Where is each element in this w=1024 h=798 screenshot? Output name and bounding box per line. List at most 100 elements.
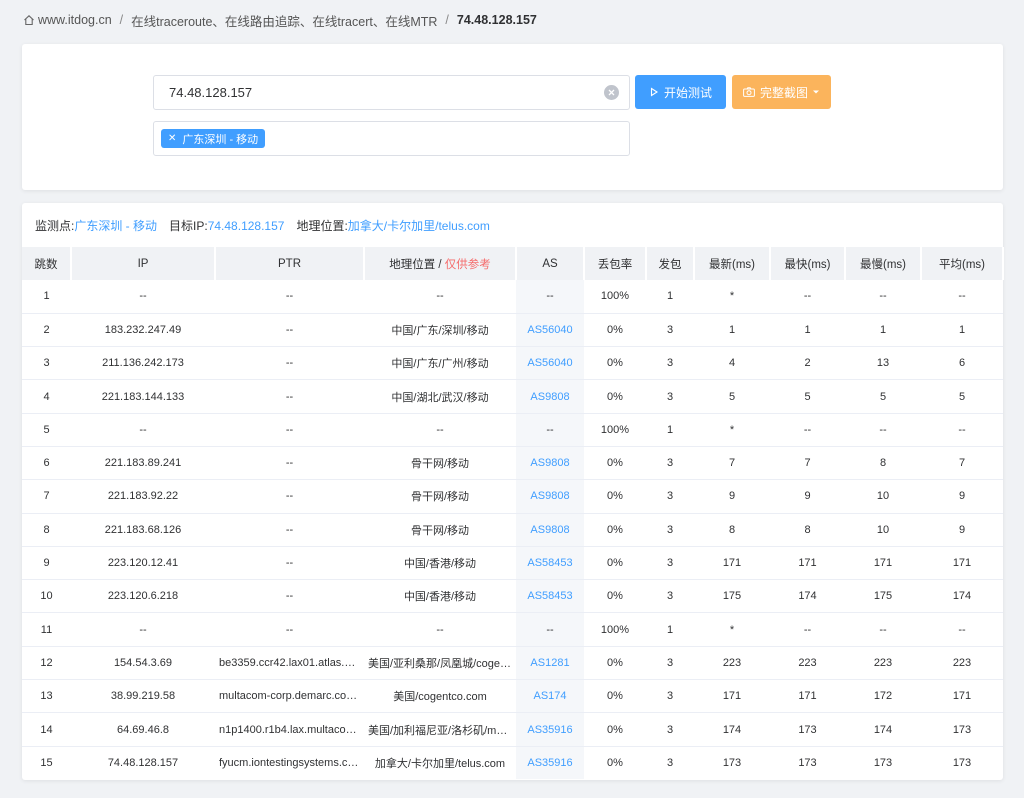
cell-ptr: -- [215,413,364,447]
cell-last: 175 [694,579,770,614]
col-sent: 发包 [646,247,695,280]
cell-ptr: n1p1400.r1b4.lax.multacom.... [215,712,364,747]
col-geo-reference-note: 仅供参考 [444,258,491,271]
as-link[interactable]: AS58453 [527,590,573,603]
as-link[interactable]: AS35916 [527,757,573,770]
cell-avg: 223 [921,646,1003,681]
table-row: 4 221.183.144.133 -- 中国/湖北/武汉/移动 AS9808 0% 3 5 5… [22,379,1003,414]
cell-hop: 3 [22,346,71,381]
cell-last: 171 [694,546,770,581]
as-link[interactable]: AS35916 [527,723,573,736]
home-icon [24,15,34,26]
cell-worst: 8 [845,446,921,481]
cell-best: 173 [798,757,817,770]
cell-loss: 0% [584,446,646,481]
col-geo: 地理位置 / 仅供参考 [364,247,517,280]
cell-best: -- [770,280,845,314]
as-link[interactable]: AS174 [533,690,567,703]
cell-worst: 1 [845,313,921,348]
as-link[interactable]: AS9808 [530,490,570,503]
as-link[interactable]: AS58453 [527,557,573,570]
cell-ptr: -- [215,379,364,414]
as-link[interactable]: AS56040 [527,357,573,370]
as-link[interactable]: AS9808 [530,390,570,403]
cell-loss: 0% [584,712,646,747]
cell-avg: 174 [921,579,1003,614]
cell-geo: 中国/香港/移动 [364,546,516,581]
cell-ptr: -- [215,513,364,547]
play-icon [650,87,659,97]
cell-worst: 223 [845,646,921,681]
cell-as: AS9808 [516,479,584,514]
clear-icon[interactable] [604,85,619,100]
cell-loss: 0% [584,379,646,414]
cell-ip: -- [71,413,215,447]
col-last: 最新(ms) [694,247,771,280]
cell-hop: 6 [22,446,71,481]
cell-avg: 171 [921,679,1003,714]
cell-best: 171 [770,679,845,714]
cell-ptr: -- [215,479,364,514]
result-card: 监测点: 广东深圳 - 移动 目标IP: 74.48.128.157 地理位置:… [22,203,1004,780]
cell-loss: 0% [584,479,646,514]
cell-last: 4 [694,346,770,381]
cell-worst: 13 [845,346,921,381]
cell-best: 5 [770,379,845,414]
cell-hop: 10 [22,579,71,614]
start-test-button[interactable]: 开始测试 [635,75,726,109]
cell-worst: -- [845,612,921,647]
as-value: -- [546,290,554,303]
as-link[interactable]: AS9808 [530,523,570,536]
cell-ip: -- [71,280,215,314]
cell-as: AS9808 [516,379,584,414]
tag-close-icon[interactable]: ✕ [168,133,177,144]
cell-sent: 3 [646,379,694,414]
monitor-select[interactable]: ✕ 广东深圳 - 移动 [153,121,630,156]
cell-ptr: -- [215,446,364,481]
cell-sent: 3 [646,712,694,747]
as-link[interactable]: AS56040 [527,323,573,336]
as-link[interactable]: AS9808 [530,457,570,470]
cell-best: 7 [770,446,845,481]
cell-best: 171 [770,546,845,581]
geo-value: 加拿大/卡尔加里/telus.com [347,219,490,233]
cell-best: 8 [770,513,845,547]
cell-best: 223 [770,646,845,681]
cell-as: -- [516,280,584,314]
cell-avg: 9 [921,479,1003,514]
cell-geo: -- [364,280,516,314]
cell-ptr: -- [215,546,364,581]
cell-ip: 38.99.219.58 [71,679,215,714]
col-worst: 最慢(ms) [845,247,922,280]
target-input-wrapper [153,75,630,110]
cell-sent: 1 [646,413,694,447]
cell-hop: 2 [22,313,71,348]
table-row: 15 74.48.128.157 fyucm.iontestingsystems.c… [22,746,1003,780]
cell-avg: 9 [921,513,1003,547]
cell-loss: 0% [584,646,646,681]
caret-down-icon [813,90,819,94]
cell-last: * [694,280,770,314]
cell-worst: 173 [873,757,893,770]
cell-loss: 0% [584,313,646,348]
target-input[interactable] [154,76,584,109]
breadcrumb-section-link[interactable]: 在线traceroute、在线路由追踪、在线tracert、在线MTR [131,14,438,29]
cell-ptr: -- [215,346,364,381]
cell-sent: 1 [646,280,694,314]
col-avg: 平均(ms) [921,247,1004,280]
breadcrumb-home-link[interactable]: www.itdog.cn [38,13,112,27]
target-ip-label: 目标IP: [169,219,208,233]
cell-as: AS9808 [516,513,584,547]
table-row: 12 154.54.3.69 be3359.ccr42.lax01.atlas.co… [22,646,1003,681]
cell-last: 1 [694,313,770,348]
result-summary: 监测点: 广东深圳 - 移动 目标IP: 74.48.128.157 地理位置:… [35,217,490,234]
cell-sent: 3 [646,346,694,381]
as-link[interactable]: AS1281 [530,656,570,669]
cell-as: AS56040 [516,346,584,381]
test-form-card: 开始测试 完整截图 ✕ 广东深圳 - 移动 [22,44,1003,190]
full-screenshot-button[interactable]: 完整截图 [732,75,831,109]
cell-best: 174 [770,579,845,614]
cell-worst: -- [845,280,921,314]
cell-ip: 223.120.6.218 [71,579,215,614]
cell-last: 7 [694,446,770,481]
